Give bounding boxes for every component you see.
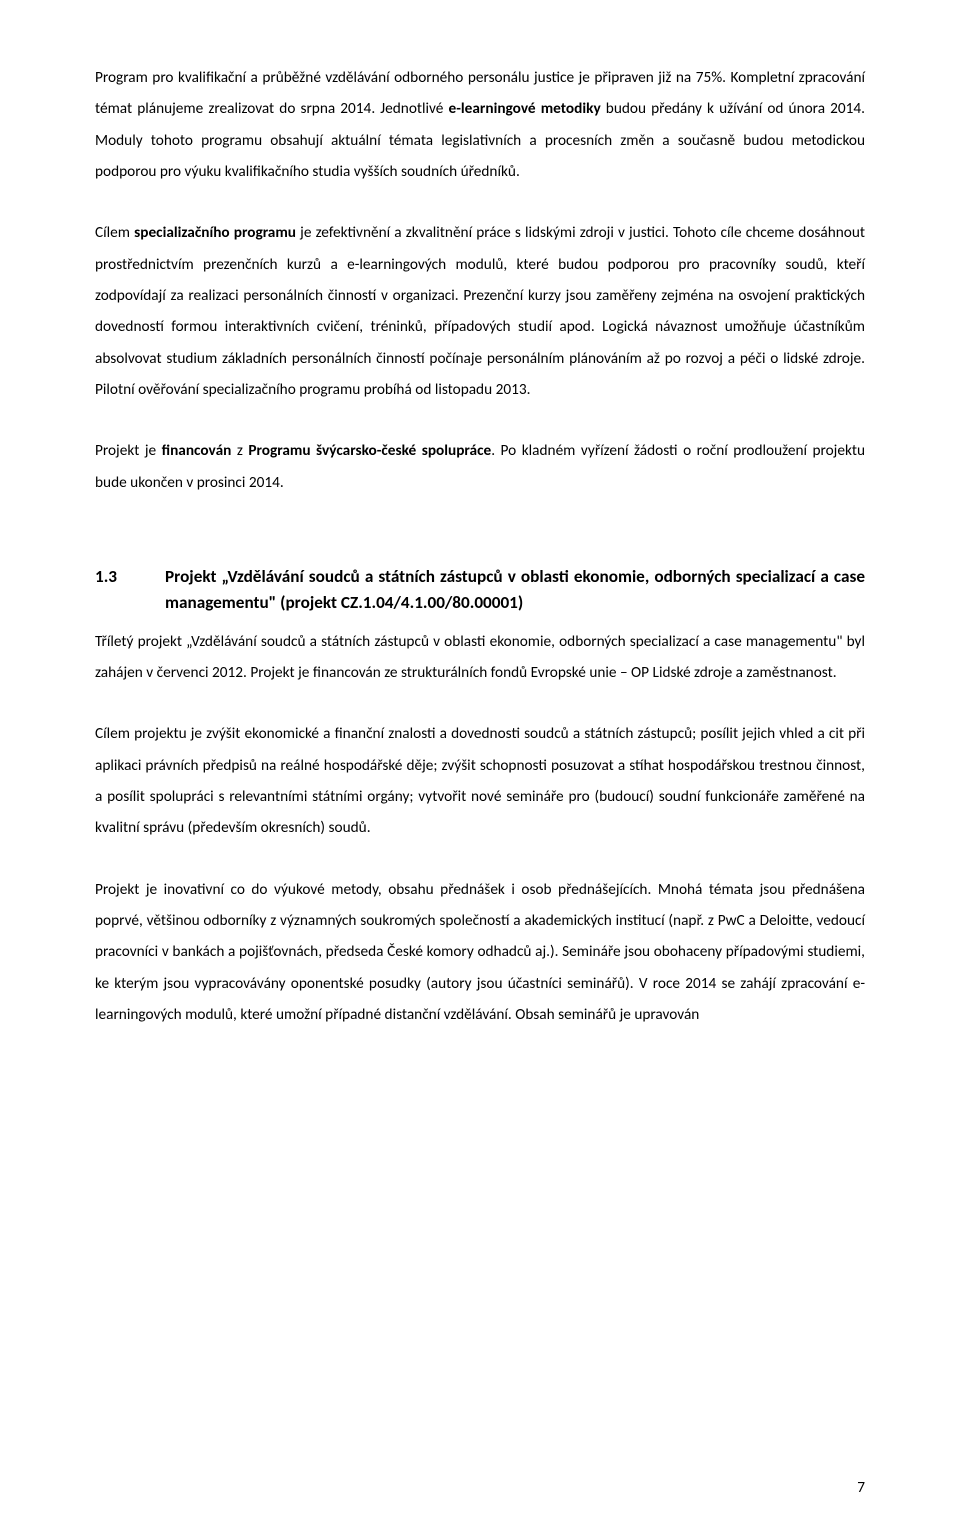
paragraph-1: Program pro kvalifikační a průběžné vzdě… — [95, 62, 865, 187]
paragraph-6: Projekt je inovativní co do výukové meto… — [95, 874, 865, 1031]
text-run: Projekt je — [95, 441, 162, 460]
text-run: z — [231, 441, 248, 460]
text-run-bold: specializačního programu — [134, 223, 296, 242]
paragraph-2: Cílem specializačního programu je zefekt… — [95, 217, 865, 405]
paragraph-5: Cílem projektu je zvýšit ekonomické a fi… — [95, 718, 865, 843]
text-run-bold: financován — [162, 441, 232, 460]
text-run: Cílem — [95, 223, 134, 242]
page-number: 7 — [857, 1478, 865, 1497]
heading-title: Projekt „Vzdělávání soudců a státních zá… — [165, 564, 865, 616]
text-run: je zefektivnění a zkvalitnění práce s li… — [95, 223, 865, 399]
text-run-bold: Programu švýcarsko-české spolupráce — [248, 441, 491, 460]
section-heading: 1.3 Projekt „Vzdělávání soudců a státníc… — [95, 564, 865, 616]
paragraph-3: Projekt je financován z Programu švýcars… — [95, 435, 865, 498]
document-page: Program pro kvalifikační a průběžné vzdě… — [0, 0, 960, 1537]
heading-number: 1.3 — [95, 564, 117, 616]
paragraph-4: Tříletý projekt „Vzdělávání soudců a stá… — [95, 626, 865, 689]
text-run-bold: e-learningové metodiky — [449, 99, 606, 118]
